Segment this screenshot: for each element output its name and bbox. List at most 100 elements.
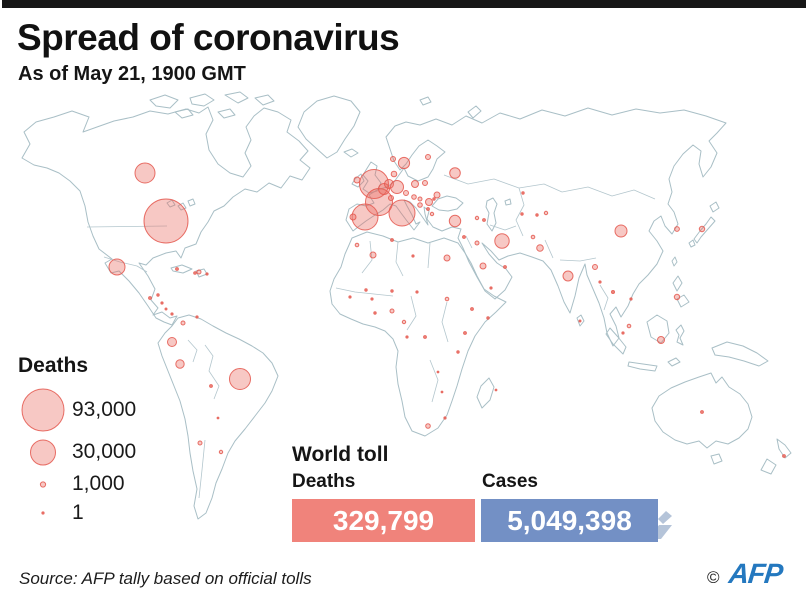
- death-bubble-israel: [462, 235, 466, 239]
- death-bubble-austria: [411, 194, 417, 200]
- death-bubble-japan: [698, 225, 706, 233]
- death-bubble-canada: [134, 162, 156, 184]
- death-bubble-united-states: [143, 198, 189, 244]
- death-bubble-moldova: [432, 197, 436, 201]
- death-bubble-serbia: [417, 202, 423, 208]
- death-bubble-united-kingdom: [359, 169, 389, 199]
- death-bubble-thailand: [611, 289, 616, 294]
- deaths-label: Deaths: [292, 471, 356, 492]
- north-america-outline: [21, 106, 311, 326]
- death-bubble-ethiopia: [470, 307, 474, 311]
- death-bubble-indonesia: [657, 336, 665, 344]
- death-bubble-malaysia: [626, 323, 632, 329]
- death-bubble-italy: [388, 199, 416, 227]
- death-bubble-panama: [170, 312, 174, 316]
- death-bubble-senegal: [348, 295, 352, 299]
- death-bubble-colombia: [180, 320, 186, 326]
- legend-title: Deaths: [18, 354, 89, 377]
- death-bubble-paraguay: [216, 416, 220, 420]
- death-bubble-zambia: [436, 370, 440, 374]
- death-bubble-denmark: [390, 170, 398, 178]
- legend-circles-layer: [21, 388, 65, 515]
- death-bubble-russia: [449, 167, 461, 179]
- death-bubble-norway: [390, 156, 396, 162]
- death-bubble-bolivia: [209, 384, 213, 388]
- source-credit: Source: AFP tally based on official toll…: [19, 569, 312, 588]
- death-bubble-somalia: [486, 316, 490, 320]
- death-bubble-venezuela: [195, 315, 199, 319]
- death-bubble-ecuador: [167, 337, 177, 347]
- death-bubble-dr-congo: [423, 335, 427, 339]
- death-bubble-morocco: [354, 242, 360, 248]
- death-bubble-puerto-rico: [205, 272, 209, 276]
- death-bubble-zimbabwe: [440, 390, 444, 394]
- death-bubble-sweden: [397, 156, 411, 170]
- page-title: Spread of coronavirus: [17, 17, 400, 58]
- legend-label-1000: 1,000: [72, 472, 125, 495]
- death-bubble-netherlands: [384, 179, 394, 189]
- death-bubble-nigeria: [389, 308, 395, 314]
- death-bubbles-layer: [108, 154, 786, 458]
- death-bubble-pakistan: [536, 244, 544, 252]
- death-bubble-kenya: [463, 331, 467, 335]
- death-bubble-portugal: [349, 213, 357, 221]
- death-bubble-saudi-arabia: [479, 262, 487, 270]
- death-bubble-georgia-armenia: [474, 215, 480, 221]
- death-bubble-vietnam: [629, 297, 633, 301]
- death-bubble-burkina-faso: [370, 297, 374, 301]
- death-bubble-spain: [351, 203, 379, 231]
- death-bubble-australia: [700, 410, 704, 414]
- top-bar: [2, 0, 806, 8]
- death-bubble-united-arab-emirates: [503, 265, 507, 269]
- death-bubble-bulgaria: [426, 207, 430, 211]
- death-bubble-cuba: [175, 267, 179, 271]
- death-bubble-bangladesh: [592, 264, 598, 270]
- death-bubble-belarus: [422, 180, 428, 186]
- death-bubble-madagascar: [494, 388, 498, 392]
- deaths-total-badge: 329,799: [292, 499, 475, 542]
- death-bubble-germany: [390, 180, 404, 194]
- death-bubble-congo: [405, 335, 409, 339]
- legend-label-1: 1: [72, 501, 84, 524]
- death-bubble-mali: [364, 288, 368, 292]
- death-bubble-czechia: [403, 190, 409, 196]
- death-bubble-algeria: [369, 251, 377, 259]
- legend-circle-1: [30, 439, 56, 466]
- death-bubble-china: [614, 224, 628, 238]
- death-bubble-haiti: [193, 271, 197, 275]
- death-bubble-turkey: [448, 214, 462, 228]
- death-bubble-south-korea: [674, 226, 680, 232]
- map-landmasses: [21, 91, 792, 520]
- death-bubble-greece: [429, 211, 435, 217]
- death-bubble-libya: [411, 254, 415, 258]
- death-bubble-hungary: [417, 196, 423, 202]
- south-america-outline: [157, 314, 279, 520]
- death-bubble-brazil: [229, 368, 251, 390]
- death-bubble-turkmenistan: [520, 212, 524, 216]
- legend-circle-2: [39, 481, 47, 488]
- eurasia-outline: [345, 107, 727, 347]
- death-bubble-sri-lanka: [578, 319, 582, 323]
- copyright-symbol: ©: [707, 568, 720, 587]
- inland-seas-outline: [431, 195, 512, 232]
- death-bubble-uzbekistan: [535, 213, 539, 217]
- legend-label-93000: 93,000: [72, 398, 137, 421]
- country-borders: [86, 174, 656, 499]
- cases-total-value: 5,049,398: [507, 504, 632, 536]
- death-bubble-iran: [494, 233, 510, 249]
- world-toll-heading: World toll: [292, 443, 389, 466]
- death-bubble-finland: [425, 154, 431, 160]
- death-bubble-argentina: [218, 449, 224, 455]
- death-bubble-costa-rica: [164, 307, 168, 311]
- death-bubble-kyrgyzstan: [543, 210, 549, 216]
- death-bubble-poland: [411, 180, 419, 188]
- death-bubble-tanzania: [456, 350, 460, 354]
- legend-circle-3: [41, 511, 45, 515]
- arctic-islands-outline: [149, 91, 361, 278]
- cases-label: Cases: [482, 471, 538, 492]
- death-bubble-ghana: [373, 311, 377, 315]
- death-bubble-kazakhstan: [521, 191, 525, 195]
- legend-circle-0: [21, 388, 65, 432]
- death-bubble-niger: [390, 289, 394, 293]
